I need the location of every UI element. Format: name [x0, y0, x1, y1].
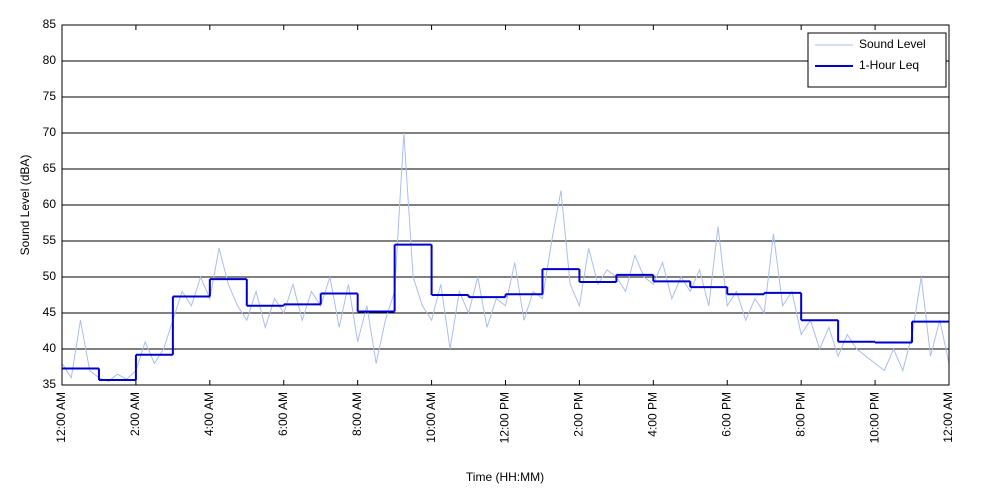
x-tick-label: 12:00 AM	[54, 392, 68, 443]
sound-level-line	[61, 132, 950, 382]
x-tick-label: 6:00 PM	[719, 392, 733, 437]
legend-label: Sound Level	[859, 37, 926, 51]
y-tick-label: 40	[43, 341, 57, 355]
x-tick-label: 12:00 AM	[941, 392, 955, 443]
x-tick-label: 10:00 AM	[424, 392, 438, 443]
x-tick-label: 4:00 PM	[646, 392, 660, 437]
y-tick-label: 60	[43, 197, 57, 211]
x-axis-label: Time (HH:MM)	[466, 470, 544, 484]
legend-label: 1-Hour Leq	[859, 58, 919, 72]
x-tick-label: 4:00 AM	[202, 392, 216, 436]
legend-box	[807, 32, 947, 88]
y-tick-label: 45	[43, 305, 57, 319]
y-tick-label: 35	[43, 377, 57, 391]
y-tick-label: 65	[43, 161, 57, 175]
y-tick-label: 85	[43, 17, 57, 31]
y-tick-label: 70	[43, 125, 57, 139]
x-tick-label: 10:00 PM	[867, 392, 881, 443]
x-tick-label: 8:00 AM	[350, 392, 364, 436]
plot-frame	[61, 24, 950, 386]
y-axis-label: Sound Level (dBA)	[18, 155, 32, 256]
x-tick-label: 2:00 AM	[128, 392, 142, 436]
y-tick-label: 50	[43, 269, 57, 283]
x-tick-label: 8:00 PM	[793, 392, 807, 437]
x-tick-label: 2:00 PM	[572, 392, 586, 437]
x-tick-label: 6:00 AM	[276, 392, 290, 436]
y-tick-label: 80	[43, 53, 57, 67]
y-tick-label: 75	[43, 89, 57, 103]
x-tick-label: 12:00 PM	[498, 392, 512, 443]
y-tick-label: 55	[43, 233, 57, 247]
